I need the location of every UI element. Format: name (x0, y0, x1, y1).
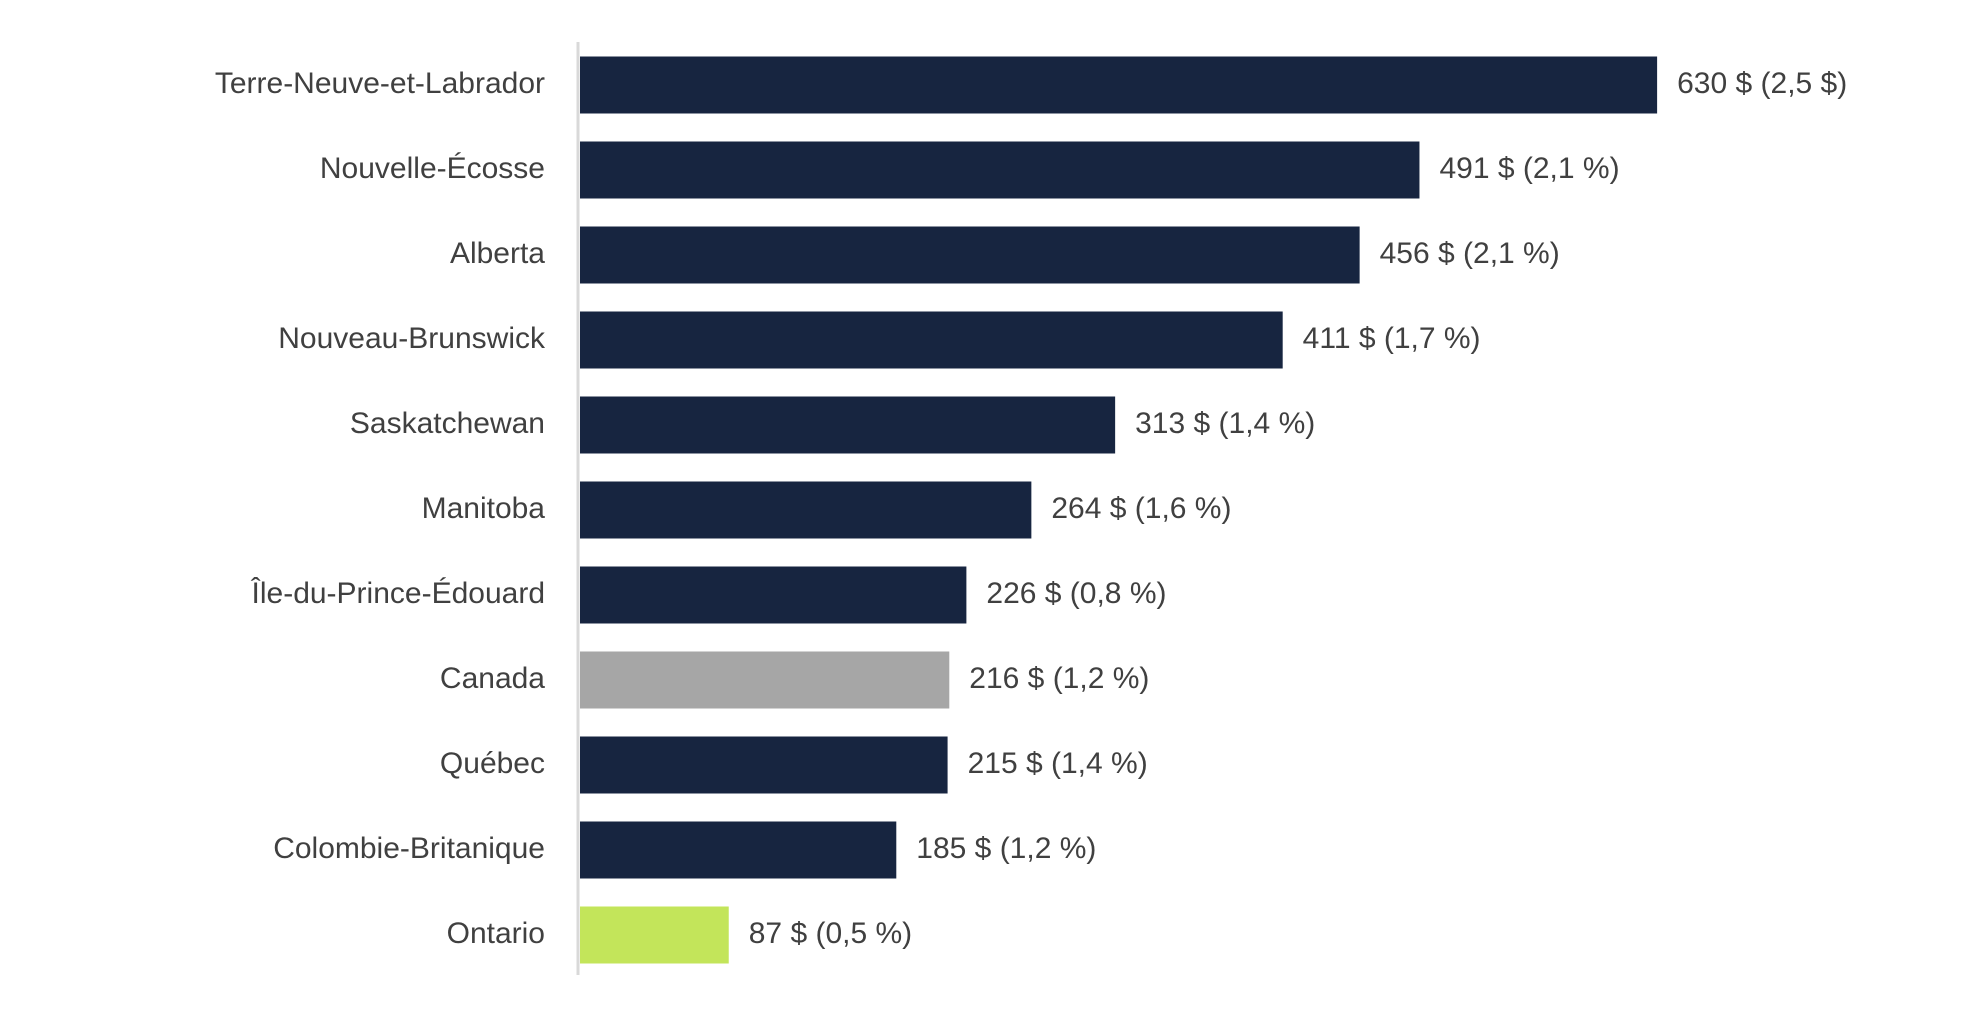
bar (580, 141, 1420, 199)
category-label: Saskatchewan (350, 407, 545, 440)
category-label: Colombie-Britanique (273, 832, 545, 865)
bar (580, 906, 729, 964)
category-label: Nouvelle-Écosse (320, 152, 545, 185)
data-label: 215 $ (1,4 %) (968, 747, 1148, 780)
data-label: 216 $ (1,2 %) (969, 662, 1149, 695)
data-label: 264 $ (1,6 %) (1051, 492, 1231, 525)
bar (580, 226, 1360, 284)
bar (580, 736, 948, 794)
category-label: Canada (440, 662, 545, 695)
data-label: 630 $ (2,5 $) (1677, 67, 1847, 100)
bar (580, 481, 1032, 539)
category-label: Terre-Neuve-et-Labrador (215, 67, 545, 100)
category-label: Manitoba (422, 492, 546, 525)
bars-layer: Terre-Neuve-et-Labrador 630 $ (2,5 $) Nouv… (215, 56, 1847, 964)
data-label: 226 $ (0,8 %) (986, 577, 1166, 610)
data-label: 185 $ (1,2 %) (916, 832, 1096, 865)
category-label: Alberta (450, 237, 545, 270)
bar (580, 651, 950, 709)
category-label: Île-du-Prince-Édouard (251, 577, 545, 610)
bar (580, 566, 967, 624)
data-label: 87 $ (0,5 %) (749, 917, 912, 950)
data-label: 313 $ (1,4 %) (1135, 407, 1315, 440)
bar (580, 56, 1658, 114)
category-label: Nouveau-Brunswick (278, 322, 546, 355)
data-label: 491 $ (2,1 %) (1439, 152, 1619, 185)
category-label: Québec (440, 747, 545, 780)
bar (580, 311, 1283, 369)
data-label: 456 $ (2,1 %) (1380, 237, 1560, 270)
bar (580, 821, 897, 879)
category-label: Ontario (447, 917, 545, 950)
data-label: 411 $ (1,7 %) (1303, 322, 1481, 355)
bar (580, 396, 1116, 454)
